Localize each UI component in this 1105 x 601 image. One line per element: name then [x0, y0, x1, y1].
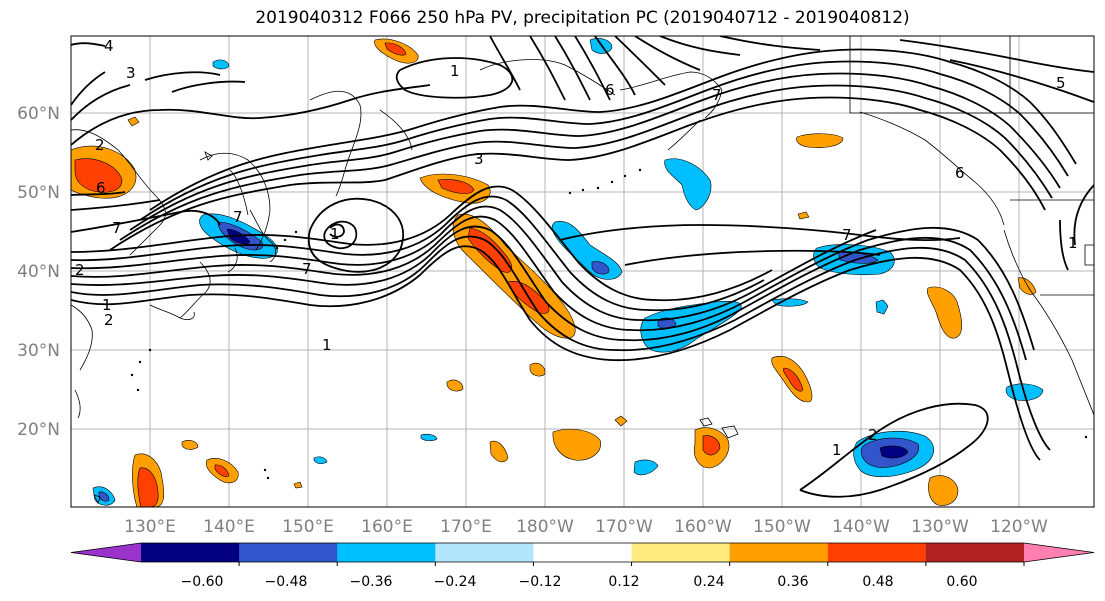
contour-label: 2: [95, 136, 105, 154]
contour-label: 7: [112, 219, 122, 237]
contour-label: 2: [868, 426, 878, 444]
contour-label: 1: [322, 336, 332, 354]
map-panel: 4 3 1 2 6 7 7 1 2 1 2 1 7 3 6 7 7 6 5 1 …: [71, 36, 1094, 507]
map-title: 2019040312 F066 250 hPa PV, precipitatio…: [255, 8, 910, 28]
map-frame: [70, 35, 1095, 508]
contour-label: 5: [1056, 74, 1066, 92]
contour-label: 6: [605, 81, 615, 99]
colorbar-tick-label: −0.48: [265, 574, 308, 590]
colorbar-segment: [141, 543, 240, 562]
lat-label: 20°N: [17, 420, 60, 440]
contour-label: 1: [832, 441, 842, 459]
contour-label: 1: [102, 296, 112, 314]
colorbar-segment: [925, 543, 1025, 562]
colorbar-segments: [70, 542, 1095, 563]
colorbar-tick-labels: −0.60 −0.48 −0.36 −0.24 −0.12 0.12 0.24 …: [181, 574, 978, 590]
contour-label: 3: [126, 64, 136, 82]
contour-label: 6: [955, 164, 965, 182]
contour-label: 1: [450, 62, 460, 80]
lat-labels: 60°N 50°N 40°N 30°N 20°N: [17, 104, 60, 440]
contour-labels: 4 3 1 2 6 7 7 1 2 1 2 1 7 3 6 7 7 6 5 1 …: [75, 37, 1078, 459]
colorbar-tick-label: 0.48: [862, 574, 893, 590]
colorbar-segment: [239, 543, 338, 562]
contour-label: 3: [474, 150, 484, 168]
contour-label: 7: [233, 208, 243, 226]
contour-label: 1: [1068, 234, 1078, 252]
colorbar-tick-label: 0.24: [693, 574, 724, 590]
colorbar-segment: [729, 543, 829, 562]
colorbar-segment: [533, 543, 633, 562]
colorbar-tick-label: −0.12: [519, 574, 562, 590]
colorbar-tick-label: −0.24: [434, 574, 477, 590]
lon-label: 130°W: [911, 517, 969, 537]
contour-label: 7: [842, 226, 852, 244]
colorbar-tick-label: −0.36: [350, 574, 393, 590]
contour-label: 7: [712, 86, 722, 104]
lon-label: 170°W: [595, 517, 653, 537]
pv-contours: [71, 36, 1094, 498]
colorbar-segment: [337, 543, 436, 562]
colorbar-outline: [70, 542, 1095, 563]
colorbar: −0.60 −0.48 −0.36 −0.24 −0.12 0.12 0.24 …: [70, 542, 1095, 590]
lat-label: 50°N: [17, 183, 60, 203]
colorbar-segment: [435, 543, 534, 562]
lon-label: 130°E: [124, 517, 176, 537]
lat-label: 30°N: [17, 341, 60, 361]
colorbar-tick-label: 0.60: [946, 574, 977, 590]
lon-labels: 130°E 140°E 150°E 160°E 170°E 180°W 170°…: [124, 517, 1048, 537]
lon-label: 120°W: [990, 517, 1048, 537]
colorbar-segment: [1024, 543, 1094, 562]
lon-label: 170°E: [440, 517, 492, 537]
colorbar-tick-label: −0.60: [181, 574, 224, 590]
lon-label: 180°W: [516, 517, 574, 537]
lon-label: 150°E: [282, 517, 334, 537]
contour-label: 2: [104, 311, 114, 329]
contour-label: 6: [96, 179, 106, 197]
colorbar-tick-label: 0.36: [777, 574, 808, 590]
lat-label: 60°N: [17, 104, 60, 124]
lon-label: 150°W: [753, 517, 811, 537]
contour-label: 1: [330, 225, 340, 243]
colorbar-ticks: [238, 562, 1025, 566]
island-dots: [130, 168, 1088, 480]
lon-label: 140°E: [203, 517, 255, 537]
colorbar-segment: [71, 543, 141, 562]
colorbar-segment: [631, 543, 731, 562]
lon-label: 160°E: [361, 517, 413, 537]
lat-label: 40°N: [17, 262, 60, 282]
contour-label: 4: [104, 37, 114, 55]
colorbar-tick-label: 0.12: [608, 574, 639, 590]
contour-label: 7: [302, 260, 312, 278]
colorbar-segment: [827, 543, 927, 562]
lon-label: 140°W: [832, 517, 890, 537]
contour-label: 2: [75, 261, 85, 279]
lon-label: 160°W: [674, 517, 732, 537]
